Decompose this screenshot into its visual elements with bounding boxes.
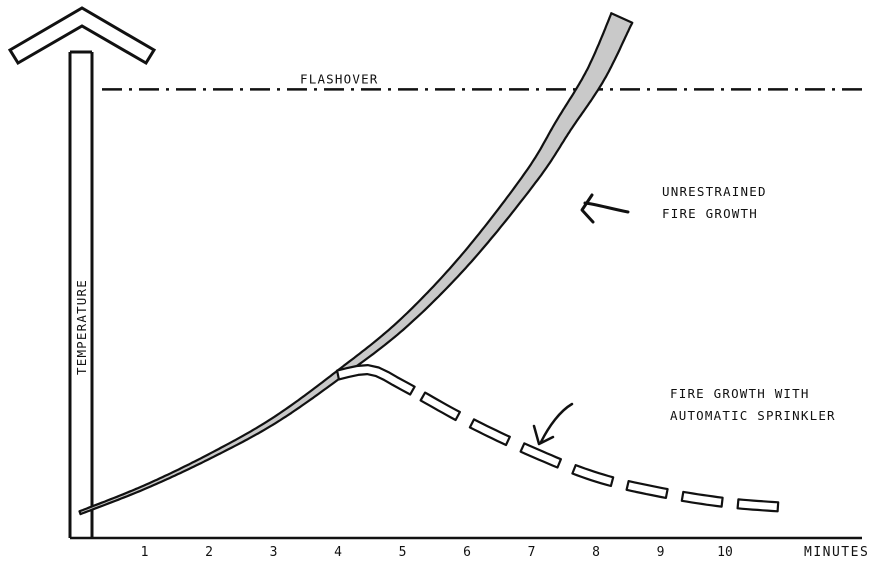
series-sprinkler-dash [736,498,780,513]
y-axis-arrowhead [7,6,157,66]
unrestrained-annotation: UNRESTRAINED FIRE GROWTH [580,184,767,224]
x-tick-label: 8 [592,545,600,560]
sprinkler-label-line1: FIRE GROWTH WITH AUTOMATIC SPRINKLER [670,386,836,423]
x-tick-label: 6 [463,545,471,560]
series-sprinkler-dash [519,442,563,469]
series-layer [78,12,780,516]
x-axis-ticks: 1 2 3 4 5 6 7 8 9 10 [141,545,733,560]
unrestrained-label-line1: UNRESTRAINED FIRE GROWTH [662,184,767,221]
x-axis-label: MINUTES [804,545,869,560]
series-sprinkler-dash [680,490,724,508]
flashover-label: FLASHOVER [300,71,379,86]
unrestrained-pointer-arrow [580,193,630,224]
series-sprinkler-dash [571,464,615,488]
x-tick-label: 5 [399,545,407,560]
series-sprinkler-dash [419,391,461,422]
y-axis-arrow [7,6,157,538]
x-tick-label: 10 [717,545,733,560]
series-sprinkler-dash [336,364,416,396]
series-sprinkler-dash [625,480,669,499]
x-tick-label: 2 [205,545,213,560]
y-axis-shaft [68,50,94,538]
x-tick-label: 9 [657,545,665,560]
x-tick-label: 3 [270,545,278,560]
series-sprinkler-dash [468,418,511,447]
x-tick-label: 7 [528,545,536,560]
y-axis-label: TEMPERATURE [74,279,89,375]
sprinkler-pointer-arrow [532,402,574,446]
x-tick-label: 1 [141,545,149,560]
sprinkler-annotation: FIRE GROWTH WITH AUTOMATIC SPRINKLER [532,386,836,446]
x-tick-label: 4 [334,545,342,560]
series-unrestrained-band [78,12,634,516]
